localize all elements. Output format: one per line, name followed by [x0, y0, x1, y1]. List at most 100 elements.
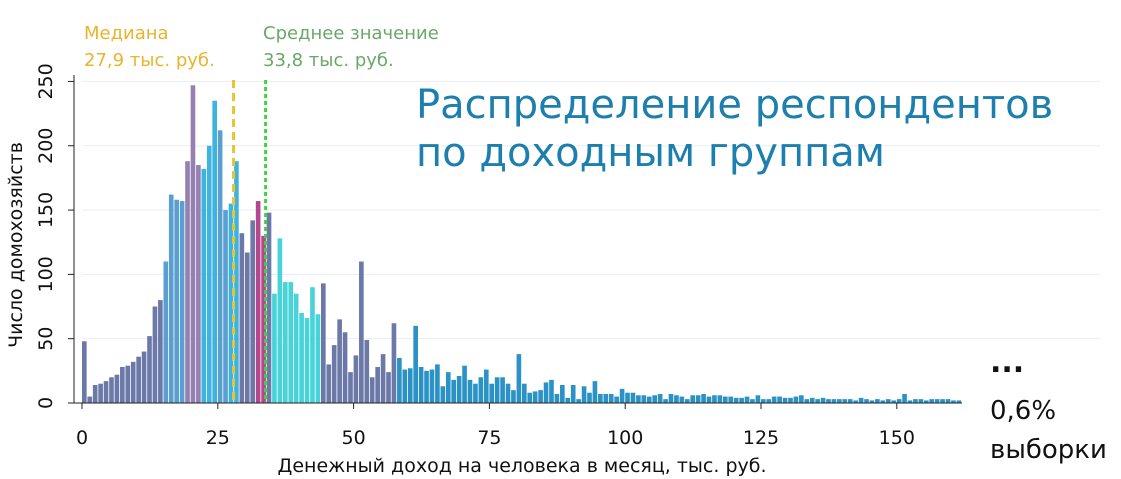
x-tick-label: 75: [477, 427, 501, 449]
histogram-bar: [141, 351, 147, 403]
histogram-bar: [391, 323, 397, 403]
histogram-bar: [310, 287, 315, 403]
y-tick-label: 200: [35, 128, 57, 164]
histogram-bar: [272, 293, 277, 403]
histogram-bar: [315, 314, 321, 403]
histogram-bar: [565, 397, 571, 403]
histogram-bar: [652, 395, 658, 403]
median-annotation-label: Медиана: [84, 23, 169, 44]
histogram-bar: [522, 383, 527, 403]
histogram-bar: [864, 399, 869, 403]
histogram-bar: [619, 388, 625, 403]
histogram-bar: [538, 390, 543, 403]
histogram-bar: [896, 399, 902, 403]
histogram-bar: [663, 399, 668, 403]
histogram-bar: [483, 369, 489, 403]
histogram-bar: [603, 393, 609, 403]
histogram-bar: [223, 210, 228, 403]
histogram-bar: [733, 397, 739, 403]
histogram-bar: [951, 400, 956, 403]
y-tick-label: 100: [35, 256, 57, 292]
histogram-bar: [581, 386, 587, 403]
histogram-bar: [929, 399, 935, 403]
histogram-bar: [799, 395, 804, 403]
histogram-bar: [206, 145, 212, 403]
histogram-bar: [467, 379, 473, 403]
histogram-bar: [641, 395, 647, 403]
histogram-bar: [543, 382, 549, 403]
y-tick-label: 0: [35, 397, 57, 409]
histogram-bar: [234, 161, 239, 403]
histogram-bar: [500, 377, 505, 403]
histogram-bar: [684, 399, 690, 403]
histogram-bar: [321, 283, 326, 403]
histogram-bar: [348, 372, 353, 403]
x-tick-label: 125: [743, 427, 779, 449]
histogram-bar: [147, 336, 152, 403]
histogram-bar: [445, 372, 451, 403]
histogram-bar: [424, 370, 429, 403]
histogram-bar: [174, 199, 179, 403]
histogram-bar: [87, 396, 93, 403]
x-tick-label: 25: [206, 427, 230, 449]
histogram-bar: [956, 400, 962, 403]
histogram-bar: [98, 383, 103, 403]
x-tick-label: 100: [607, 427, 643, 449]
chart-title-line-1: Распределение респондентов: [416, 82, 1053, 128]
histogram-bar: [722, 396, 728, 403]
histogram-bar: [494, 377, 500, 403]
histogram-bar: [869, 400, 875, 403]
histogram-bar: [532, 391, 538, 403]
histogram-bar: [505, 383, 511, 403]
histogram-bar: [549, 379, 554, 403]
histogram-bar: [397, 357, 402, 403]
histogram-bar: [695, 395, 701, 403]
histogram-bar: [440, 386, 446, 403]
histogram-bar: [282, 282, 288, 403]
histogram-bar: [934, 399, 940, 403]
histogram-bar: [359, 261, 364, 403]
histogram-bar: [592, 381, 598, 403]
histogram-bar: [739, 397, 744, 403]
histogram-bar: [293, 293, 299, 403]
histogram-bar: [168, 194, 174, 403]
histogram-bar: [744, 396, 750, 403]
histogram-bar: [130, 361, 136, 403]
histogram-bar: [793, 396, 799, 403]
histogram-bar: [831, 399, 837, 403]
histogram-bar: [228, 203, 234, 403]
mean-annotation-label: Среднее значение: [263, 23, 439, 44]
histogram-bar: [516, 354, 522, 403]
histogram-bar: [880, 400, 886, 403]
histogram-bar: [511, 390, 516, 403]
histogram-bar: [527, 392, 533, 403]
x-tick-labels: 0 25 50 75 100 125 150: [76, 403, 915, 449]
histogram-bar: [646, 396, 652, 403]
histogram-bar: [885, 399, 891, 403]
histogram-bar: [820, 397, 826, 403]
histogram-bar: [478, 377, 484, 403]
axes: [73, 75, 962, 404]
histogram-bar: [809, 397, 815, 403]
histogram-bar: [782, 397, 788, 403]
histogram-bar: [239, 233, 245, 403]
histogram-bar: [337, 319, 342, 403]
histogram-bar: [255, 201, 261, 403]
y-axis-label: Число домохозяйств: [5, 142, 27, 348]
x-tick-label: 0: [76, 427, 88, 449]
histogram-bar: [250, 220, 256, 403]
histogram-bar: [788, 397, 793, 403]
histogram-bar: [299, 312, 304, 403]
x-axis-label: Денежный доход на человека в месяц, тыс.…: [277, 455, 766, 477]
histogram-bar: [766, 399, 772, 403]
histogram-bar: [82, 341, 87, 403]
histogram-bar: [717, 395, 723, 403]
histogram-bar: [456, 375, 462, 403]
histogram-bar: [847, 399, 853, 403]
histogram-bar: [657, 393, 663, 403]
histogram-bar: [728, 396, 734, 403]
histogram-bar: [826, 399, 831, 403]
histogram-bar: [913, 399, 918, 403]
histogram-bars: [82, 85, 962, 404]
